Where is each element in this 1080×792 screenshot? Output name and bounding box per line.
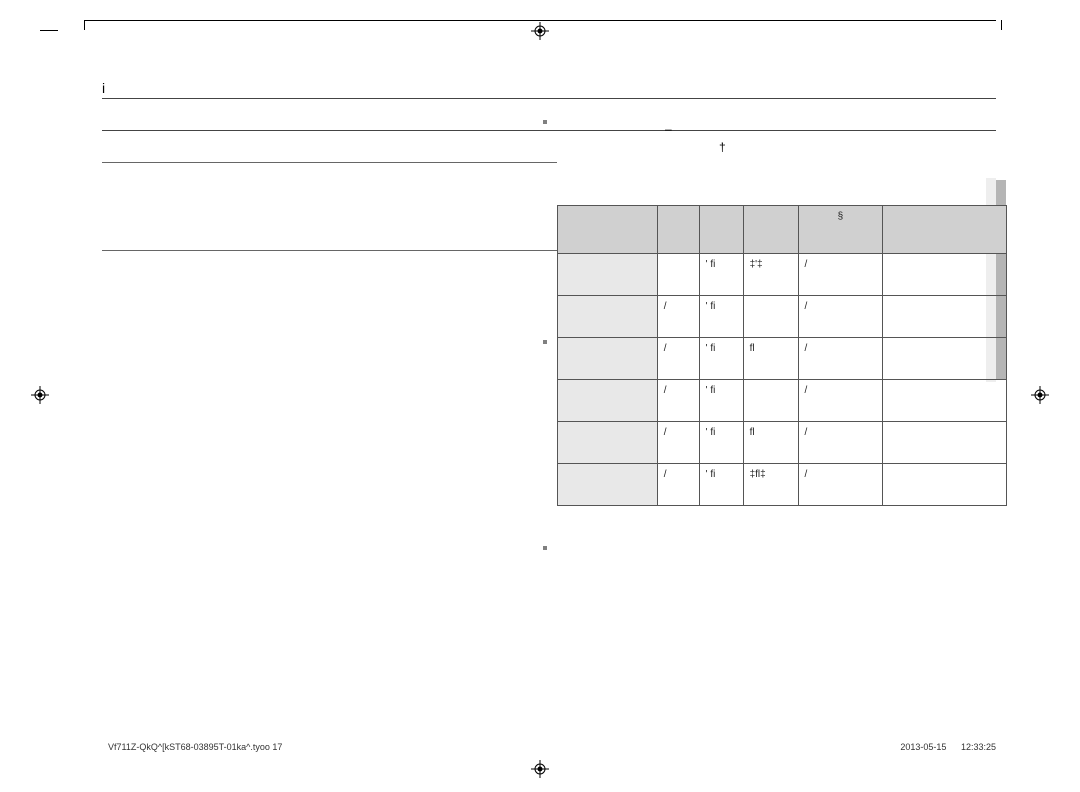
crop-top-line [84, 20, 996, 21]
table-row: / ' fi fl / [558, 422, 1007, 464]
registration-mark-icon [31, 386, 49, 404]
td: fl [743, 422, 798, 464]
th-6 [883, 206, 1007, 254]
td: ‡'‡ [743, 254, 798, 296]
registration-mark-icon [1031, 386, 1049, 404]
footer: Vf711Z-QkQ^[kST68-03895T-01ka^.tyoo 17 2… [108, 742, 996, 752]
th-2 [657, 206, 699, 254]
td [883, 422, 1007, 464]
td: ' fi [699, 338, 743, 380]
left-column [102, 80, 557, 740]
th-4 [743, 206, 798, 254]
columns: – † § ' fi ‡'‡ / [102, 80, 1032, 740]
td [558, 422, 658, 464]
right-glyph-1: – [665, 122, 672, 136]
crop-tick-right [1001, 20, 1002, 30]
td [743, 296, 798, 338]
footer-time: 12:33:25 [961, 742, 996, 752]
left-col-rule-2 [102, 250, 557, 251]
table-header-row: § [558, 206, 1007, 254]
td [558, 296, 658, 338]
td [883, 296, 1007, 338]
table-row: / ' fi / [558, 296, 1007, 338]
td: fl [743, 338, 798, 380]
page: i – † § [40, 20, 1040, 770]
td: / [798, 338, 883, 380]
td: / [798, 422, 883, 464]
crop-tick-left [84, 20, 85, 30]
td: / [657, 422, 699, 464]
td: / [798, 296, 883, 338]
td [883, 380, 1007, 422]
td: ' fi [699, 422, 743, 464]
td: ‡fl‡ [743, 464, 798, 506]
td: / [657, 296, 699, 338]
table-row: ' fi ‡'‡ / [558, 254, 1007, 296]
td: / [798, 380, 883, 422]
td: ' fi [699, 464, 743, 506]
left-col-rule-1 [102, 162, 557, 163]
td: / [798, 254, 883, 296]
td [558, 254, 658, 296]
spec-table: § ' fi ‡'‡ / / ' fi / [557, 205, 1007, 506]
right-column: – † § ' fi ‡'‡ / [557, 80, 1032, 740]
td [558, 338, 658, 380]
td [883, 254, 1007, 296]
table-row: / ' fi ‡fl‡ / [558, 464, 1007, 506]
td: / [657, 464, 699, 506]
td: ' fi [699, 380, 743, 422]
td [657, 254, 699, 296]
right-glyph-2: † [719, 140, 726, 154]
td [883, 338, 1007, 380]
td: ' fi [699, 254, 743, 296]
table-row: / ' fi / [558, 380, 1007, 422]
table-row: / ' fi fl / [558, 338, 1007, 380]
td: / [798, 464, 883, 506]
td [883, 464, 1007, 506]
registration-mark-icon [531, 760, 549, 778]
td [558, 380, 658, 422]
footer-datetime: 2013-05-15 12:33:25 [888, 742, 996, 752]
registration-mark-icon [531, 22, 549, 40]
footer-date: 2013-05-15 [900, 742, 946, 752]
footer-filename: Vf711Z-QkQ^[kST68-03895T-01ka^.tyoo 17 [108, 742, 282, 752]
td [558, 464, 658, 506]
td: / [657, 380, 699, 422]
td: / [657, 338, 699, 380]
th-3 [699, 206, 743, 254]
td: ' fi [699, 296, 743, 338]
th-1 [558, 206, 658, 254]
td [743, 380, 798, 422]
th-5: § [798, 206, 883, 254]
crop-left-short [40, 30, 58, 31]
